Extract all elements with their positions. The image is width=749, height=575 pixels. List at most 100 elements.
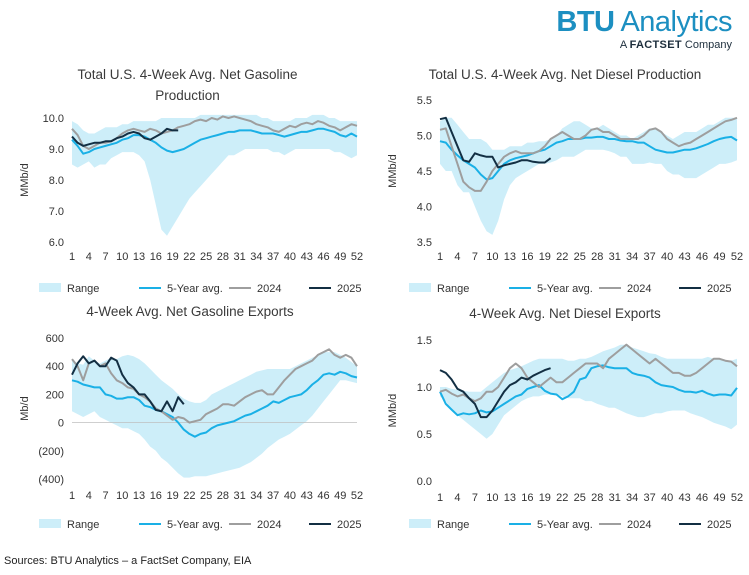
x-tick-label: 40 [284, 490, 296, 502]
chart-title-line: 4-Week Avg. Net Diesel Exports [469, 306, 661, 321]
x-tick-label: 43 [678, 251, 690, 263]
x-tick-label: 13 [504, 492, 516, 504]
logo-tagline: A FACTSET Company [556, 39, 732, 51]
x-tick-label: 13 [133, 490, 145, 502]
legend-label: 5-Year avg. [167, 283, 223, 295]
y-tick-label: 8.0 [49, 175, 64, 187]
x-tick-label: 31 [234, 490, 246, 502]
legend-swatch-range [39, 519, 61, 528]
series-line-2025 [71, 355, 185, 413]
legend-swatch-range [409, 519, 431, 528]
x-tick-label: 25 [574, 492, 586, 504]
legend-label: 5-Year avg. [537, 283, 593, 295]
series-line-2025 [439, 116, 552, 169]
legend-label: Range [437, 519, 469, 531]
x-tick-label: 34 [626, 251, 638, 263]
series-line-2024 [439, 343, 738, 403]
x-tick-label: 7 [102, 251, 108, 263]
x-tick-label: 37 [267, 251, 279, 263]
y-tick-label: 7.0 [49, 206, 64, 218]
y-tick-label: 6.0 [49, 237, 64, 249]
x-tick-label: 22 [183, 490, 195, 502]
y-tick-label: 5.5 [417, 95, 432, 107]
series-line-2024 [71, 348, 358, 424]
series-line-5-year-avg- [71, 127, 358, 155]
legend-label: 2025 [707, 519, 731, 531]
x-tick-label: 4 [86, 251, 92, 263]
x-tick-label: 7 [102, 490, 108, 502]
y-tick-label: 1.0 [417, 382, 432, 394]
btu-analytics-logo: BTU Analytics A FACTSET Company [556, 6, 732, 51]
x-tick-label: 10 [116, 490, 128, 502]
y-tick-label: 1.5 [417, 335, 432, 347]
x-tick-label: 16 [521, 251, 533, 263]
logo-brand-rest: Analytics [614, 6, 732, 38]
x-tick-label: 34 [250, 490, 262, 502]
x-tick-label: 22 [183, 251, 195, 263]
y-tick-label: 3.5 [417, 237, 432, 249]
x-tick-label: 16 [150, 490, 162, 502]
x-tick-label: 1 [437, 251, 443, 263]
x-tick-label: 28 [217, 490, 229, 502]
y-axis-label: MMb/d [19, 163, 31, 197]
legend-label: 2024 [257, 519, 281, 531]
legend-label: 5-Year avg. [167, 519, 223, 531]
x-tick-label: 40 [284, 251, 296, 263]
x-tick-label: 25 [200, 490, 212, 502]
legend-label: Range [67, 283, 99, 295]
x-tick-label: 49 [334, 490, 346, 502]
legend-label: Range [67, 519, 99, 531]
y-tick-label: 0.5 [417, 429, 432, 441]
x-tick-label: 31 [609, 251, 621, 263]
logo-wordmark: BTU Analytics [556, 6, 732, 38]
series-line-5-year-avg- [71, 370, 358, 438]
x-tick-label: 46 [317, 251, 329, 263]
x-tick-label: 40 [661, 251, 673, 263]
x-tick-label: 28 [217, 251, 229, 263]
legend-label: 2025 [337, 519, 361, 531]
series-line-2024 [71, 115, 358, 150]
x-tick-label: 19 [539, 251, 551, 263]
y-tick-label: 400 [46, 361, 64, 373]
legend-label: 2025 [707, 283, 731, 295]
y-tick-label: (200) [38, 446, 64, 458]
legend-label: Range [437, 283, 469, 295]
x-tick-label: 19 [539, 492, 551, 504]
range-area [440, 344, 737, 439]
chart-title-line: Production [155, 88, 220, 103]
x-tick-label: 25 [200, 251, 212, 263]
x-tick-label: 19 [166, 251, 178, 263]
x-tick-label: 13 [133, 251, 145, 263]
x-tick-label: 7 [472, 492, 478, 504]
legend-swatch-range [409, 283, 431, 292]
x-tick-label: 46 [317, 490, 329, 502]
range-area [72, 114, 357, 236]
y-tick-label: 200 [46, 389, 64, 401]
logo-sub-suffix: Company [681, 39, 732, 51]
x-tick-label: 19 [166, 490, 178, 502]
x-tick-label: 40 [661, 492, 673, 504]
series-line-2024 [439, 116, 738, 192]
chart-title-line: Total U.S. 4-Week Avg. Net Diesel Produc… [429, 67, 702, 82]
legend-label: 2024 [257, 283, 281, 295]
x-tick-label: 4 [454, 492, 460, 504]
y-tick-label: 4.5 [417, 166, 432, 178]
x-tick-label: 4 [86, 490, 92, 502]
y-axis-label: Mb/d [19, 396, 31, 420]
x-tick-label: 52 [731, 492, 743, 504]
x-tick-label: 52 [351, 251, 363, 263]
x-tick-label: 22 [556, 492, 568, 504]
x-tick-label: 22 [556, 251, 568, 263]
x-tick-label: 52 [351, 490, 363, 502]
series-line-2025 [71, 127, 179, 147]
y-tick-label: 0 [58, 418, 64, 430]
x-tick-label: 28 [591, 251, 603, 263]
x-tick-label: 16 [150, 251, 162, 263]
y-axis-label: MMb/d [387, 394, 399, 428]
x-tick-label: 7 [472, 251, 478, 263]
x-tick-label: 52 [731, 251, 743, 263]
legend-label: 2024 [627, 283, 651, 295]
